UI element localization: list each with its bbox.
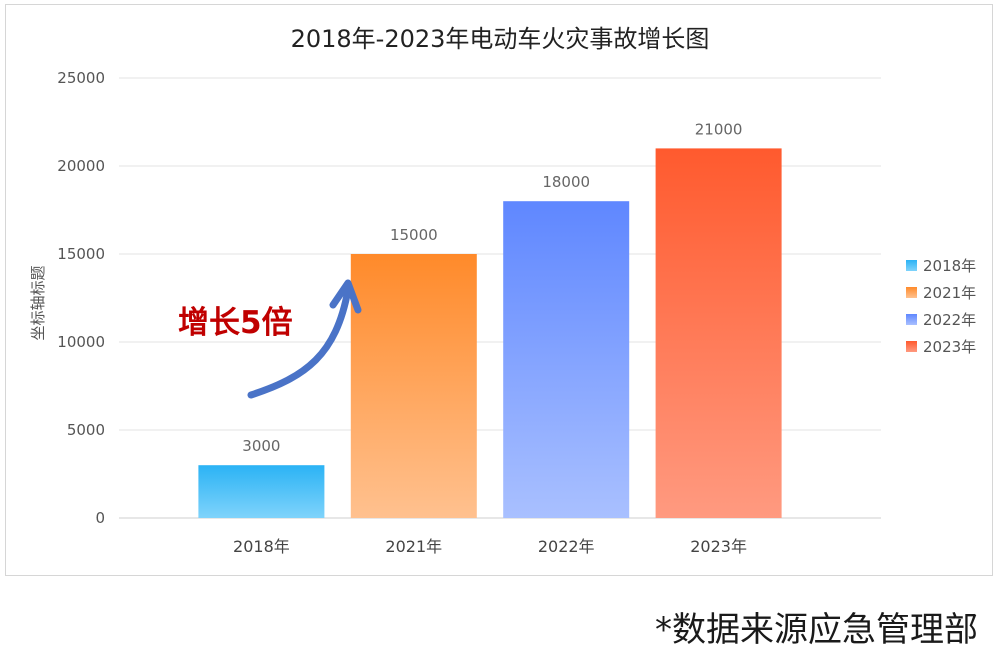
y-tick-label: 25000 [57, 69, 105, 87]
data-label: 18000 [542, 173, 590, 191]
growth-arrow-icon [247, 286, 352, 399]
legend-swatch [906, 314, 917, 325]
y-tick-label: 10000 [57, 333, 105, 351]
legend-label: 2023年 [923, 338, 976, 356]
legend: 2018年 2021年 2022年 2023年 [906, 257, 976, 356]
x-tick-label: 2018年 [233, 537, 290, 556]
legend-label: 2021年 [923, 284, 976, 302]
y-tick-label: 0 [95, 509, 105, 527]
source-note: *数据来源应急管理部 [655, 610, 978, 650]
axis-labels: 0 5000 10000 15000 20000 25000 2018年 2021年 2022年… [57, 69, 747, 556]
x-tick-label: 2023年 [690, 537, 747, 556]
arrowhead-icon [329, 279, 362, 314]
data-label: 3000 [242, 437, 280, 455]
bar-chart: 2018年-2023年电动车火灾事故增长图 坐标轴标题 3000 15000 180… [29, 25, 976, 556]
x-tick-label: 2021年 [385, 537, 442, 556]
bar-2021年 [350, 254, 477, 518]
chart-title: 2018年-2023年电动车火灾事故增长图 [291, 25, 710, 53]
y-axis-title: 坐标轴标题 [29, 265, 47, 340]
y-tick-label: 15000 [57, 245, 105, 263]
bars [198, 148, 782, 518]
data-labels: 3000 15000 18000 21000 [242, 120, 742, 455]
data-label: 15000 [390, 226, 438, 244]
legend-swatch [906, 341, 917, 352]
bar-2018年 [198, 465, 325, 518]
data-label: 21000 [695, 120, 743, 138]
legend-swatch [906, 260, 917, 271]
x-tick-label: 2022年 [538, 537, 595, 556]
legend-label: 2018年 [923, 257, 976, 275]
y-tick-label: 5000 [67, 421, 105, 439]
bar-2022年 [503, 201, 630, 518]
chart-frame: 2018年-2023年电动车火灾事故增长图 坐标轴标题 3000 15000 180… [5, 4, 993, 576]
growth-annotation-text: 增长5倍 [178, 305, 293, 341]
bar-2023年 [655, 148, 782, 518]
legend-swatch [906, 287, 917, 298]
y-tick-label: 20000 [57, 157, 105, 175]
legend-label: 2022年 [923, 311, 976, 329]
growth-annotation: 增长5倍 [178, 279, 362, 399]
